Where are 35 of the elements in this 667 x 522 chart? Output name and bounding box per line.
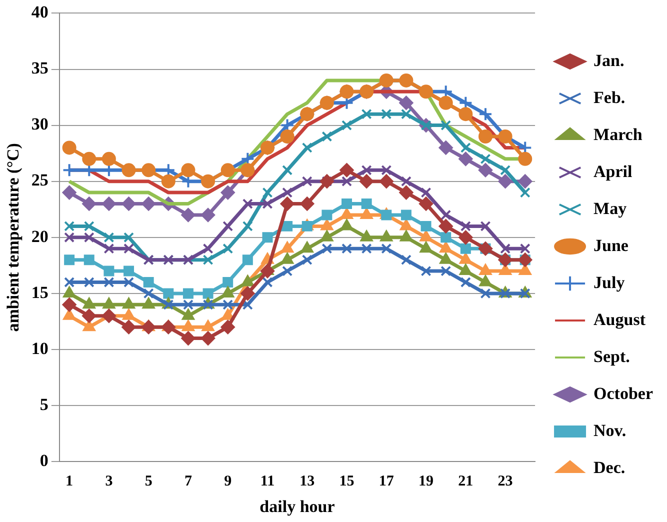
- x-tick-label: 11: [260, 473, 275, 490]
- y-tick-label: 10: [31, 338, 48, 358]
- legend-label: July: [594, 272, 626, 292]
- legend-label: August: [594, 310, 646, 329]
- legend-label: October: [594, 384, 654, 403]
- x-tick-label: 23: [498, 473, 513, 490]
- legend-label: April: [594, 162, 633, 181]
- x-tick-label: 7: [184, 473, 192, 490]
- legend-label: Nov.: [594, 420, 626, 440]
- legend-label: Jan.: [594, 50, 624, 70]
- legend-label: Feb.: [594, 88, 626, 107]
- y-tick-label: 35: [31, 58, 48, 78]
- y-axis-title: ambient temperature (°C): [4, 143, 23, 332]
- legend-label: Dec.: [594, 458, 626, 477]
- x-tick-label: 13: [300, 473, 315, 490]
- y-tick-label: 40: [31, 2, 48, 22]
- legend-label: Sept.: [594, 346, 630, 366]
- x-tick-label: 3: [105, 473, 113, 490]
- y-tick-label: 20: [31, 226, 48, 246]
- x-axis-title: daily hour: [260, 497, 336, 516]
- x-tick-label: 21: [458, 473, 474, 490]
- legend-label: March: [594, 124, 643, 144]
- x-tick-label: 5: [144, 473, 152, 490]
- x-tick-label: 9: [224, 473, 232, 490]
- y-tick-label: 0: [40, 450, 48, 470]
- x-tick-label: 17: [378, 473, 394, 490]
- y-tick-label: 25: [31, 170, 48, 190]
- y-tick-label: 15: [31, 282, 48, 302]
- x-tick-label: 19: [418, 473, 434, 490]
- x-tick-label: 15: [339, 473, 354, 490]
- y-tick-label: 5: [40, 394, 48, 414]
- legend-label: June: [594, 236, 629, 255]
- y-tick-label: 30: [31, 114, 48, 134]
- legend-label: May: [594, 198, 628, 218]
- x-tick-label: 1: [66, 473, 74, 490]
